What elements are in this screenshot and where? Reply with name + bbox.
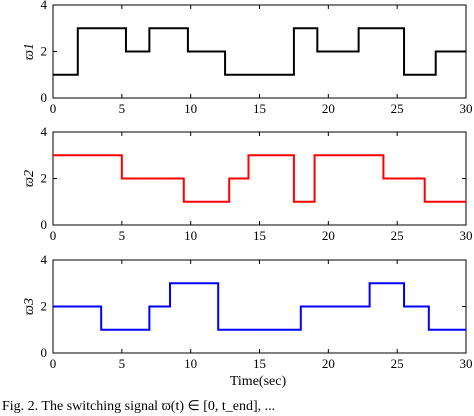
x-tick-label: 10: [184, 101, 197, 116]
x-tick-label: 5: [119, 101, 126, 116]
subplot-2: 0 5 10 15 20 25 30 0 2 4 ϖ2: [22, 124, 473, 243]
figure-caption: Fig. 2. The switching signal ϖ(t) ∈ [0, …: [2, 399, 275, 414]
y-axis-title: ϖ3: [22, 298, 37, 315]
x-tick-label: 30: [460, 356, 473, 371]
x-tick-label: 20: [322, 356, 335, 371]
x-tick-label: 5: [119, 228, 126, 243]
x-tick-label: 15: [253, 101, 266, 116]
x-tick-label: 20: [322, 101, 335, 116]
y-tick-label: 0: [41, 217, 48, 232]
x-tick-label: 15: [253, 228, 266, 243]
series-line-3: [53, 282, 466, 331]
y-tick-label: 0: [41, 90, 48, 105]
series-line-1: [53, 27, 466, 76]
subplot-3: 0 5 10 15 20 25 30 0 2 4 ϖ3: [22, 252, 473, 371]
y-axis-title: ϖ2: [22, 170, 37, 187]
x-tick-label: 0: [50, 228, 57, 243]
y-tick-label: 4: [41, 252, 48, 267]
y-tick-label: 2: [41, 44, 48, 59]
y-tick-label: 2: [41, 299, 48, 314]
x-tick-label: 30: [460, 101, 473, 116]
x-tick-label: 5: [119, 356, 126, 371]
y-tick-label: 4: [41, 0, 48, 12]
x-axis-title: Time(sec): [230, 374, 287, 389]
x-tick-label: 10: [184, 228, 197, 243]
y-tick-label: 0: [41, 345, 48, 360]
x-tick-label: 15: [253, 356, 266, 371]
y-axis-title: ϖ1: [22, 43, 37, 60]
x-tick-label: 25: [391, 101, 404, 116]
x-tick-label: 25: [391, 356, 404, 371]
x-tick-label: 0: [50, 356, 57, 371]
x-tick-label: 10: [184, 356, 197, 371]
x-tick-label: 30: [460, 228, 473, 243]
x-tick-label: 20: [322, 228, 335, 243]
y-tick-label: 4: [41, 124, 48, 139]
x-tick-label: 25: [391, 228, 404, 243]
y-tick-label: 2: [41, 171, 48, 186]
subplot-1: 0 5 10 15 20 25 30 0 2 4 ϖ1: [22, 0, 473, 116]
series-line-2: [53, 154, 466, 203]
x-tick-label: 0: [50, 101, 57, 116]
